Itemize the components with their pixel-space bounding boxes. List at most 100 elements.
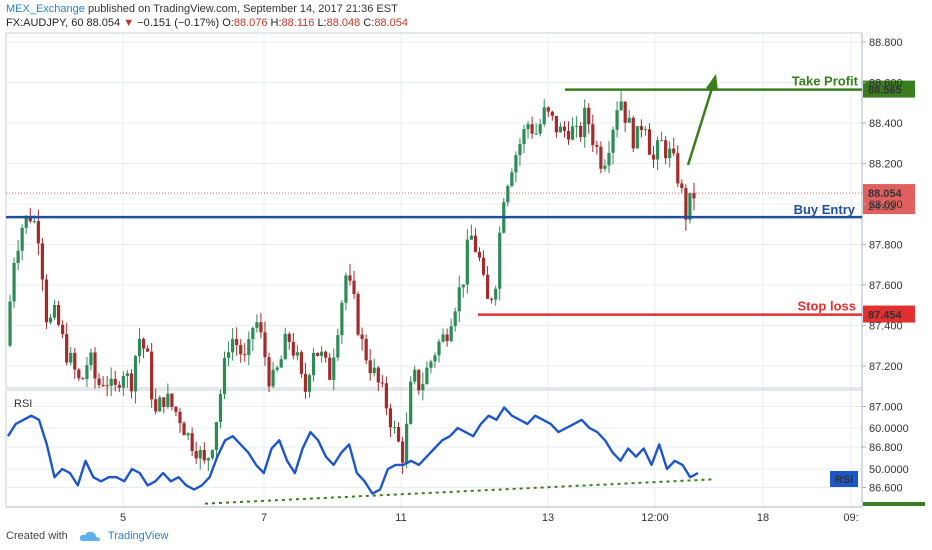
price-tick-label: 88.400 (869, 118, 903, 130)
low-label: L: (317, 17, 327, 29)
candle-body (291, 341, 295, 356)
price-tick-label: 87.600 (869, 280, 903, 292)
candle-body (101, 385, 105, 387)
candle-body (485, 274, 490, 299)
candle-body (32, 221, 36, 223)
candle-body (405, 423, 409, 463)
candle-body (538, 124, 542, 134)
candle-body (61, 324, 65, 335)
candle-body (141, 338, 146, 349)
stop-loss-price-label: 87.454 (868, 310, 903, 322)
candle-body (324, 351, 328, 358)
candle-body (97, 378, 101, 386)
candle-body (231, 339, 235, 353)
candle-body (518, 144, 522, 156)
candle-body (316, 352, 320, 356)
candle-body (522, 129, 526, 145)
price-tick-label: 87.400 (869, 321, 903, 333)
candle-body (20, 227, 24, 251)
candle-body (105, 385, 109, 387)
published-info: published on TradingView.com, September … (87, 3, 398, 15)
rsi-tick-label: 60.0000 (869, 423, 909, 435)
candles-group (8, 91, 696, 474)
price-tick-label: 86.800 (869, 442, 903, 454)
candle-body (81, 378, 85, 380)
candle-body (121, 376, 125, 388)
candle-body (283, 333, 287, 360)
candle-body (56, 305, 61, 325)
time-tick-label: 09: (843, 512, 858, 524)
publisher-username[interactable]: MEX_Exchange (6, 3, 85, 15)
current-price-box (863, 184, 915, 215)
candle-body (457, 287, 461, 312)
price-pane-border (5, 32, 863, 389)
candle-body (174, 406, 178, 412)
candle-body (178, 411, 182, 424)
candle-body (583, 107, 587, 138)
candle-body (328, 357, 332, 380)
candle-body (453, 311, 457, 327)
candle-body (392, 427, 397, 429)
candle-body (615, 110, 619, 130)
candle-body (239, 345, 243, 355)
candle-body (688, 192, 692, 220)
candle-body (69, 352, 73, 363)
candle-body (425, 367, 429, 385)
candle-body (85, 365, 89, 380)
candle-body (299, 352, 304, 374)
candle-body (146, 348, 150, 352)
price-tick-label: 88.200 (869, 159, 903, 171)
candle-body (218, 393, 223, 422)
candle-body (421, 384, 425, 391)
countdown-label: 24:03 (868, 201, 896, 213)
candle-body (52, 305, 57, 318)
rsi-axis-marker (863, 502, 925, 506)
time-tick-label: 11 (395, 512, 406, 524)
candle-body (380, 382, 384, 384)
candle-body (611, 129, 615, 153)
candle-body (89, 352, 93, 366)
candle-body (655, 140, 660, 160)
candle-body (570, 126, 575, 140)
candle-body (287, 333, 291, 342)
stop-loss-label: Stop loss (797, 299, 856, 314)
rsi-line (6, 406, 699, 495)
candle-body (275, 367, 279, 370)
tradingview-brand-link[interactable]: TradingView (107, 530, 169, 542)
price-tick-label: 87.200 (869, 361, 903, 373)
candle-body (692, 192, 696, 199)
candle-body (562, 126, 567, 131)
candle-body (251, 327, 255, 340)
tradingview-cloud-icon (79, 531, 100, 542)
candle-body (575, 125, 579, 127)
time-tick-label: 13 (542, 512, 554, 524)
price-tick-label: 88.000 (869, 199, 903, 211)
created-with-label: Created with (6, 530, 68, 542)
candle-body (384, 383, 388, 409)
target-arrow-shaft (686, 84, 715, 166)
candle-body (376, 367, 380, 383)
time-tick-label: 12:00 (641, 512, 669, 524)
candle-body (684, 188, 688, 220)
candle-body (660, 140, 664, 142)
candle-body (12, 262, 16, 302)
candle-body (514, 155, 518, 173)
candle-body (154, 399, 158, 412)
candle-body (372, 367, 376, 374)
candle-body (340, 302, 344, 336)
candle-body (433, 355, 437, 362)
candle-body (481, 257, 486, 275)
candle-body (498, 232, 502, 289)
grid-lines (6, 33, 862, 507)
candle-body (542, 107, 546, 125)
candle-body (631, 117, 635, 149)
open-label: O: (222, 17, 234, 29)
buy-entry-label: Buy Entry (794, 202, 856, 217)
candle-body (170, 393, 174, 407)
candle-body (267, 357, 271, 387)
time-tick-label: 7 (261, 512, 267, 524)
candle-body (429, 361, 433, 368)
candle-body (214, 421, 219, 451)
candle-body (93, 352, 97, 379)
